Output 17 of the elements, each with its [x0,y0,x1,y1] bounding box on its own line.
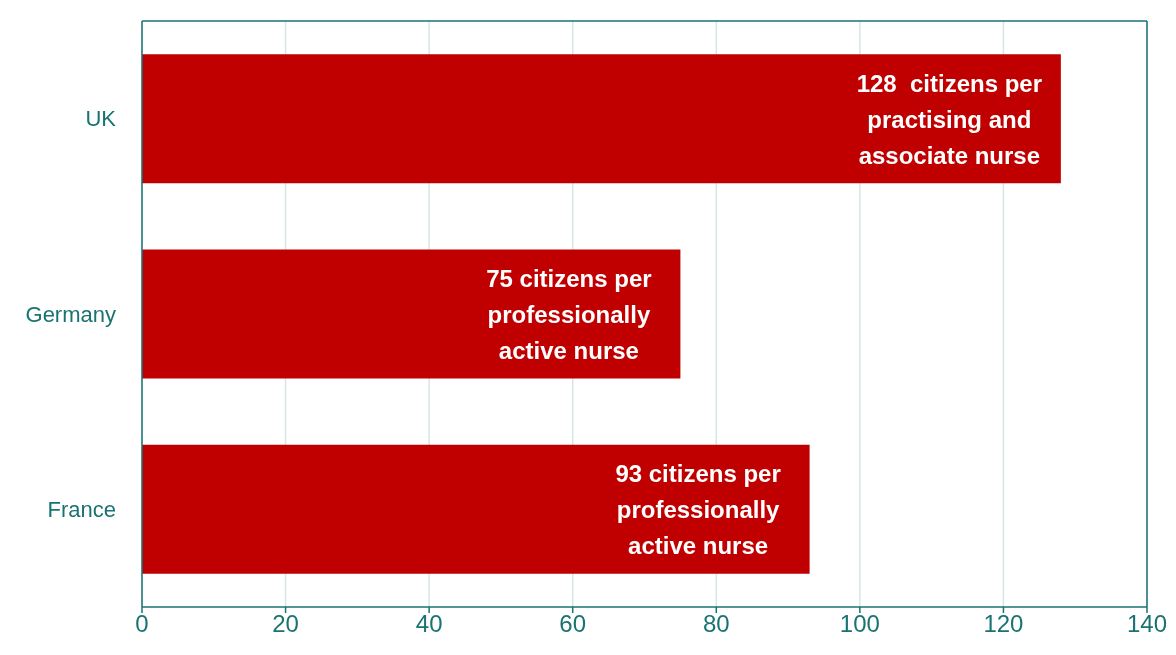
x-tick-label: 0 [135,610,149,638]
y-tick-label: Germany [25,301,116,327]
x-tick-label: 60 [559,610,587,638]
x-tick-label: 120 [983,610,1024,638]
data-label: 93 citizens per professionally active nurse [615,459,781,559]
bar [142,444,810,574]
y-tick-label: UK [85,106,117,132]
y-tick-label: France [47,497,116,523]
bar [142,249,681,379]
x-tick-label: 140 [1126,610,1168,638]
x-tick-label: 100 [839,610,880,638]
x-tick-label: 80 [702,610,730,638]
x-tick-label: 40 [415,610,443,638]
data-label: 75 citizens per professionally active nurse [486,264,652,364]
bar [142,54,1061,184]
x-tick-label: 20 [272,610,299,638]
data-label: 128 citizens per practising and associate nurse [856,69,1043,169]
